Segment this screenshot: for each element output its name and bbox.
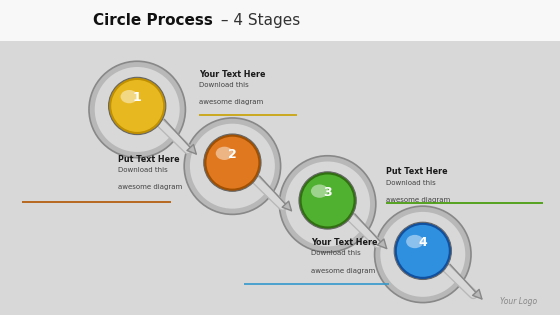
Ellipse shape <box>190 124 275 209</box>
Text: Your Logo: Your Logo <box>501 296 538 306</box>
Text: Download this: Download this <box>199 82 249 88</box>
Text: Download this: Download this <box>311 250 361 256</box>
Ellipse shape <box>120 90 138 103</box>
Ellipse shape <box>380 212 465 297</box>
Ellipse shape <box>109 77 166 135</box>
Text: awesome diagram: awesome diagram <box>199 99 263 105</box>
Text: 1: 1 <box>133 91 142 104</box>
Ellipse shape <box>204 134 261 191</box>
Ellipse shape <box>397 225 449 277</box>
Ellipse shape <box>216 147 233 160</box>
Ellipse shape <box>299 172 356 229</box>
Ellipse shape <box>111 80 163 132</box>
Text: Your Text Here: Your Text Here <box>311 238 377 247</box>
Ellipse shape <box>285 162 370 246</box>
Ellipse shape <box>279 156 376 252</box>
Ellipse shape <box>207 137 258 189</box>
Ellipse shape <box>311 185 328 198</box>
Text: Your Text Here: Your Text Here <box>199 70 265 79</box>
Text: 2: 2 <box>228 148 237 161</box>
Text: Circle Process: Circle Process <box>93 13 213 28</box>
FancyBboxPatch shape <box>0 0 560 41</box>
Text: Put Text Here: Put Text Here <box>118 155 179 164</box>
Ellipse shape <box>184 118 281 215</box>
Text: – 4 Stages: – 4 Stages <box>216 13 300 28</box>
Ellipse shape <box>394 222 451 279</box>
Ellipse shape <box>375 206 471 303</box>
Ellipse shape <box>302 175 353 226</box>
Ellipse shape <box>406 235 423 248</box>
Text: Download this: Download this <box>118 167 167 173</box>
Text: 4: 4 <box>418 236 427 249</box>
Ellipse shape <box>89 61 185 158</box>
Text: Put Text Here: Put Text Here <box>386 167 448 176</box>
Text: awesome diagram: awesome diagram <box>311 268 375 274</box>
Text: Download this: Download this <box>386 180 436 186</box>
Text: awesome diagram: awesome diagram <box>386 197 451 203</box>
Ellipse shape <box>95 67 180 152</box>
Text: awesome diagram: awesome diagram <box>118 184 182 190</box>
Text: 3: 3 <box>323 186 332 198</box>
FancyBboxPatch shape <box>0 41 560 315</box>
